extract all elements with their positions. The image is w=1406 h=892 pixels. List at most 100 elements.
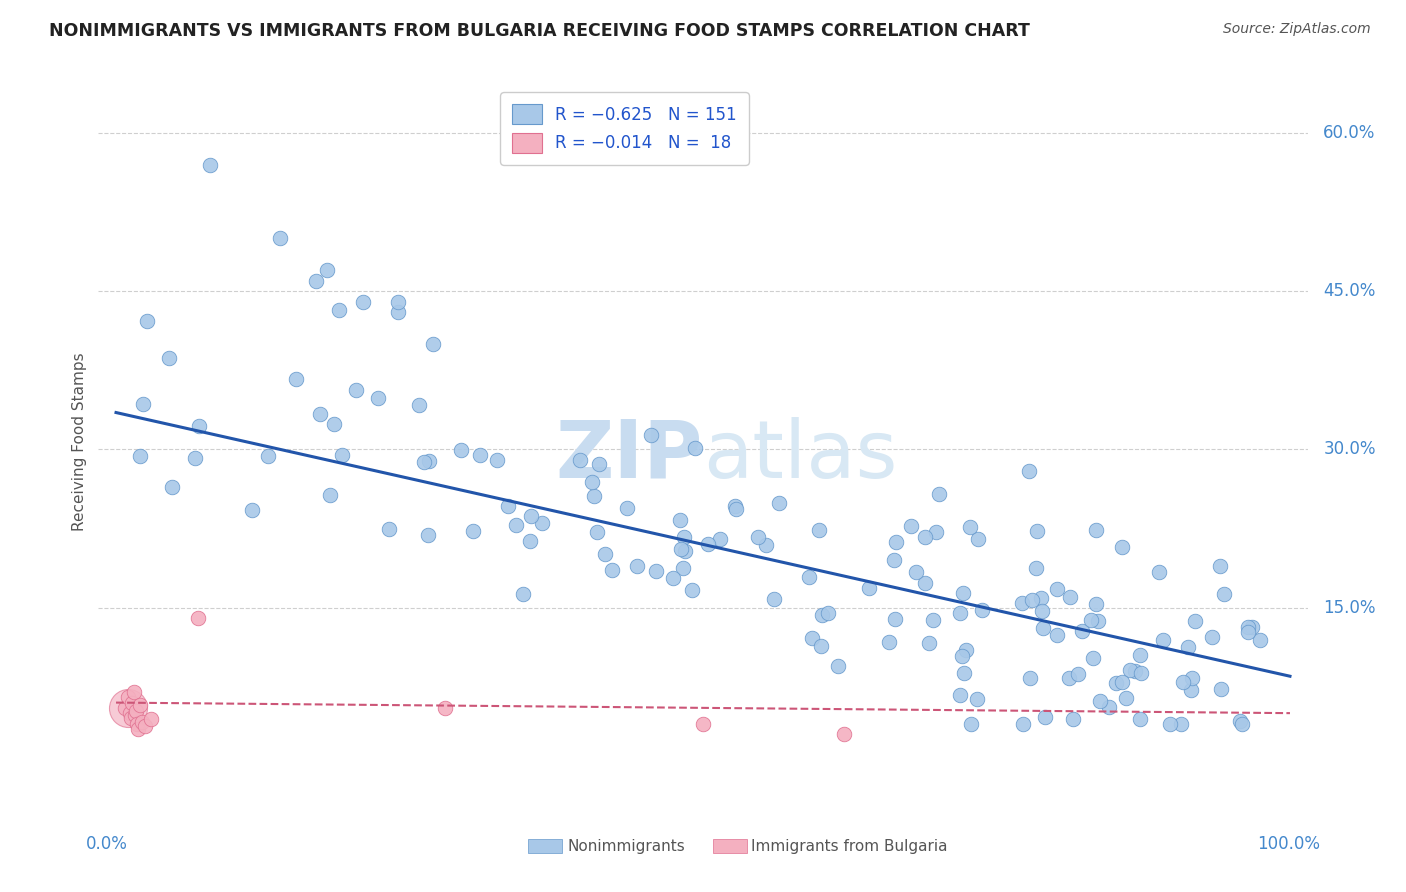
Point [763, 592, 786, 607]
Point [1084, 597, 1107, 611]
Point [1062, 712, 1084, 726]
Point [662, 571, 685, 585]
Text: 15.0%: 15.0% [1323, 599, 1376, 616]
Point [120, 706, 142, 720]
Point [1236, 620, 1258, 634]
Point [322, 417, 344, 431]
Point [966, 532, 988, 546]
Point [433, 701, 456, 715]
Point [683, 442, 706, 456]
Point [582, 489, 605, 503]
Point [1111, 541, 1133, 555]
Point [269, 231, 291, 245]
Point [817, 606, 839, 620]
Point [1059, 590, 1081, 604]
Point [1088, 694, 1111, 708]
Point [122, 685, 145, 699]
Text: Immigrants from Bulgaria: Immigrants from Bulgaria [751, 838, 948, 854]
Point [724, 499, 747, 513]
Point [755, 539, 778, 553]
Point [1031, 604, 1053, 618]
Point [673, 543, 696, 558]
Point [1129, 712, 1152, 726]
Point [188, 419, 211, 434]
Text: Nonimmigrants: Nonimmigrants [568, 838, 685, 854]
Point [922, 613, 945, 627]
Point [808, 523, 831, 537]
Point [1032, 621, 1054, 635]
Point [141, 713, 163, 727]
Point [1026, 524, 1049, 539]
Point [304, 274, 326, 288]
Point [1098, 700, 1121, 714]
Point [520, 508, 543, 523]
Point [308, 407, 330, 421]
Text: 30.0%: 30.0% [1323, 441, 1376, 458]
Point [952, 665, 974, 680]
Point [1115, 691, 1137, 706]
Point [1018, 464, 1040, 478]
Point [1067, 667, 1090, 681]
Point [117, 701, 139, 715]
Point [128, 698, 150, 712]
Point [1019, 671, 1042, 685]
Point [1201, 631, 1223, 645]
Point [408, 398, 430, 412]
Point [1129, 666, 1152, 681]
Text: Source: ZipAtlas.com: Source: ZipAtlas.com [1223, 22, 1371, 37]
Point [725, 502, 748, 516]
Point [1237, 624, 1260, 639]
Point [187, 611, 209, 625]
Point [1033, 710, 1056, 724]
Point [595, 547, 617, 561]
Point [1119, 663, 1142, 677]
Point [900, 519, 922, 533]
Point [367, 391, 389, 405]
Point [1031, 591, 1053, 606]
Point [827, 658, 849, 673]
Point [797, 570, 820, 584]
Point [129, 449, 152, 463]
Text: 0.0%: 0.0% [86, 835, 128, 854]
Text: ZIP: ZIP [555, 417, 703, 495]
Point [1171, 674, 1194, 689]
Point [640, 428, 662, 442]
Point [120, 711, 142, 725]
Point [925, 525, 948, 540]
Point [709, 533, 731, 547]
Point [768, 496, 790, 510]
Point [1152, 633, 1174, 648]
Point [949, 688, 972, 702]
Point [135, 314, 157, 328]
Point [1059, 671, 1081, 685]
Point [344, 384, 367, 398]
Text: 100.0%: 100.0% [1257, 835, 1320, 854]
Point [918, 635, 941, 649]
Point [1249, 633, 1271, 648]
Point [114, 701, 136, 715]
Point [832, 727, 855, 741]
Point [387, 294, 409, 309]
Point [600, 563, 623, 577]
Point [586, 524, 609, 539]
Point [883, 552, 905, 566]
Point [959, 520, 981, 534]
Point [198, 158, 221, 172]
Point [1170, 716, 1192, 731]
Point [877, 634, 900, 648]
Point [412, 455, 434, 469]
Point [531, 516, 554, 531]
Point [1232, 716, 1254, 731]
Point [800, 631, 823, 645]
Point [928, 487, 950, 501]
Point [1208, 558, 1230, 573]
Point [1184, 615, 1206, 629]
Point [1070, 624, 1092, 638]
Point [1081, 650, 1104, 665]
Point [416, 528, 439, 542]
Point [505, 518, 527, 533]
Point [810, 608, 832, 623]
Bar [713, 838, 747, 854]
Point [914, 531, 936, 545]
Point [581, 475, 603, 490]
